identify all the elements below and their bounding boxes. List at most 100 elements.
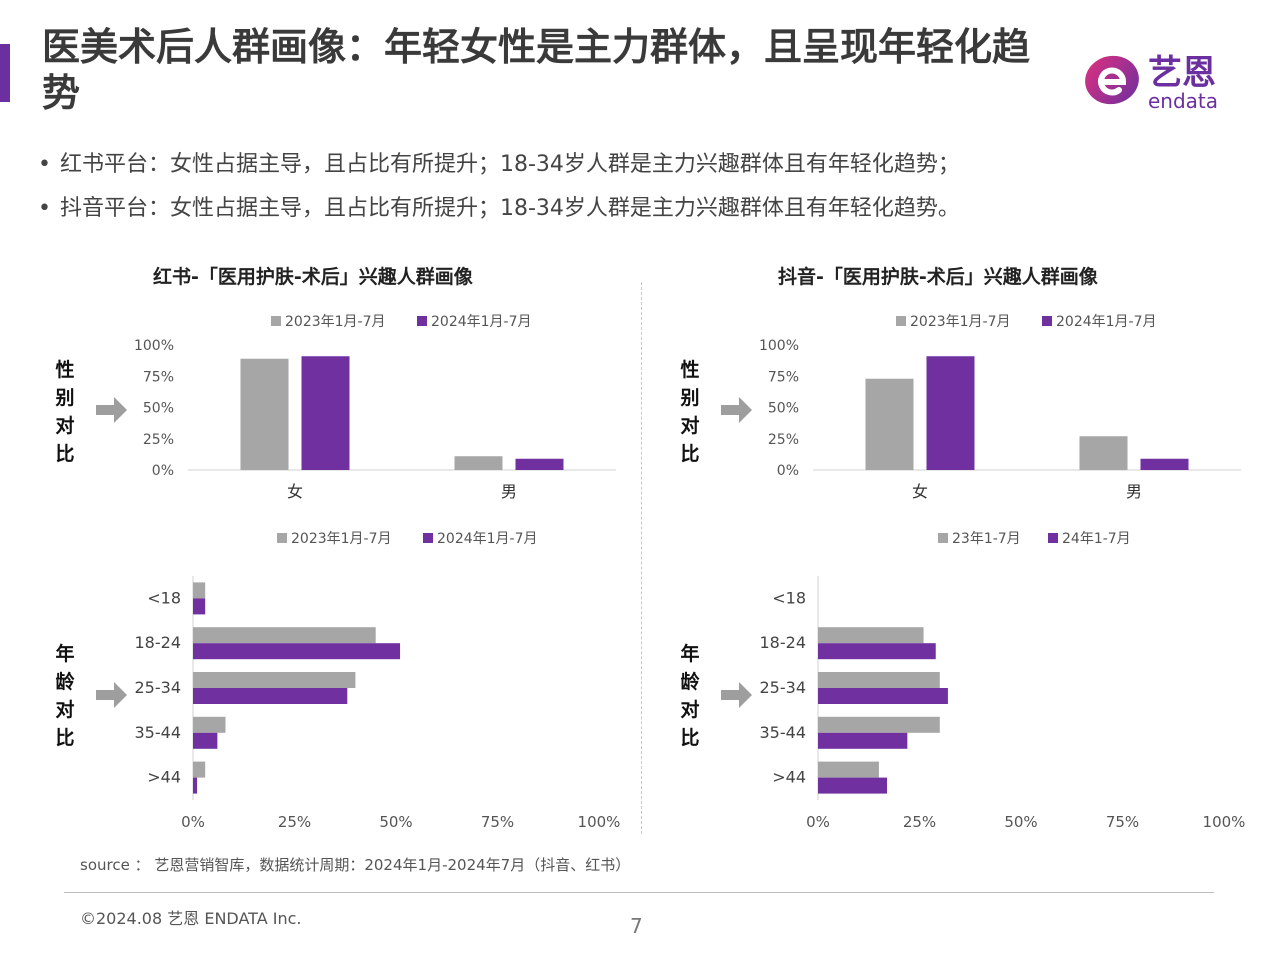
legend-label: 23年1-7月 <box>952 531 1021 547</box>
y-tick-label: 75% <box>768 369 799 385</box>
bar <box>193 688 348 704</box>
copyright: ©2024.08 艺恩 ENDATA Inc. <box>80 909 302 928</box>
douyin-age-bar-chart: 23年1-7月 24年1-7月 <18 18-24 25-34 35-44 >44 0% 25%… <box>760 531 1246 831</box>
legend-label: 2023年1月-7月 <box>291 531 392 547</box>
section-label-text: 性别对比 <box>55 359 75 465</box>
logo-subtext: endata <box>1148 89 1218 113</box>
y-tick-label: <18 <box>147 588 181 607</box>
y-tick-label: 25-34 <box>760 678 807 697</box>
age-section-label: 年龄对比 <box>678 640 702 752</box>
bar <box>818 688 948 704</box>
bar <box>1140 458 1189 470</box>
bar <box>818 716 940 733</box>
source-note: source ： 艺恩营销智库，数据统计周期：2024年1月-2024年7月（抖… <box>80 856 631 874</box>
bar <box>818 672 940 688</box>
y-tick-label: >44 <box>147 768 181 787</box>
y-tick-label: 25% <box>143 432 174 448</box>
x-tick-label: 女 <box>287 482 303 501</box>
x-tick-label: 0% <box>181 813 205 831</box>
x-tick-label: 100% <box>1203 813 1246 831</box>
bar <box>193 672 356 688</box>
bar <box>926 356 975 470</box>
bar <box>301 356 350 470</box>
x-tick-label: 50% <box>1004 813 1037 831</box>
bar <box>193 582 206 599</box>
bullet-item: • 红书平台：女性占据主导，且占比有所提升；18-34岁人群是主力兴趣群体且有年轻… <box>38 152 960 177</box>
gender-section-label: 性别对比 <box>53 356 77 468</box>
bar <box>865 378 914 470</box>
gender-section-label: 性别对比 <box>678 356 702 468</box>
bar <box>818 732 908 749</box>
bar <box>515 458 564 470</box>
logo-text: 艺恩 <box>1148 53 1216 93</box>
y-tick-label: 18-24 <box>135 633 182 652</box>
legend-label: 24年1-7月 <box>1062 531 1131 547</box>
x-tick-label: 75% <box>1106 813 1139 831</box>
summary-bullets: • 红书平台：女性占据主导，且占比有所提升；18-34岁人群是主力兴趣群体且有年轻… <box>38 150 1218 238</box>
bullet-item: • 抖音平台：女性占据主导，且占比有所提升；18-34岁人群是主力兴趣群体且有年轻… <box>38 196 960 221</box>
arrow-right-icon <box>721 682 752 708</box>
panel-title-redbook: 红书-「医用护肤-术后」兴趣人群画像 <box>153 266 473 288</box>
y-tick-label: 100% <box>134 338 174 354</box>
panel-divider <box>641 282 642 834</box>
endata-logo: 艺恩 endata <box>1084 50 1234 114</box>
y-tick-label: 25-34 <box>135 678 182 697</box>
y-tick-label: 0% <box>777 463 799 479</box>
bar <box>240 358 289 470</box>
x-tick-label: 女 <box>912 482 928 501</box>
legend-swatch <box>1042 316 1052 326</box>
x-tick-label: 男 <box>1126 482 1142 501</box>
page-number: 7 <box>630 914 643 938</box>
page-title: 医美术后人群画像：年轻女性是主力群体，且呈现年轻化趋势 <box>42 25 1031 115</box>
arrow-right-icon <box>721 397 752 423</box>
legend-label: 2023年1月-7月 <box>285 314 386 330</box>
legend-label: 2024年1月-7月 <box>431 314 532 330</box>
y-tick-label: >44 <box>772 768 806 787</box>
x-tick-label: 0% <box>806 813 830 831</box>
bar <box>193 732 218 749</box>
y-tick-label: 50% <box>768 401 799 417</box>
x-tick-label: 男 <box>501 482 517 501</box>
y-tick-label: 25% <box>768 432 799 448</box>
y-tick-label: 0% <box>152 463 174 479</box>
bar <box>193 716 226 733</box>
x-tick-label: 25% <box>278 813 311 831</box>
legend-label: 2023年1月-7月 <box>910 314 1011 330</box>
panel-title-douyin: 抖音-「医用护肤-术后」兴趣人群画像 <box>778 266 1098 288</box>
section-label-text: 年龄对比 <box>55 643 75 749</box>
bullet-text: 抖音平台：女性占据主导，且占比有所提升；18-34岁人群是主力兴趣群体且有年轻化… <box>60 196 960 221</box>
legend-swatch <box>938 533 948 543</box>
endata-e-icon: 艺恩 endata <box>1085 53 1218 113</box>
section-label-text: 性别对比 <box>680 359 700 465</box>
arrow-right-icon <box>96 682 127 708</box>
x-tick-label: 75% <box>481 813 514 831</box>
x-tick-label: 25% <box>903 813 936 831</box>
section-label-text: 年龄对比 <box>680 643 700 749</box>
bar <box>193 761 206 778</box>
legend-swatch <box>423 533 433 543</box>
age-section-label: 年龄对比 <box>53 640 77 752</box>
legend-swatch <box>271 316 281 326</box>
legend-label: 2024年1月-7月 <box>1056 314 1157 330</box>
y-tick-label: 100% <box>759 338 799 354</box>
legend-swatch <box>277 533 287 543</box>
y-tick-label: <18 <box>772 588 806 607</box>
y-tick-label: 35-44 <box>760 723 807 742</box>
y-tick-label: 50% <box>143 401 174 417</box>
bar <box>193 627 376 644</box>
bar <box>454 456 503 470</box>
bar <box>193 777 198 794</box>
bar <box>818 761 879 778</box>
y-tick-label: 18-24 <box>760 633 807 652</box>
y-tick-label: 35-44 <box>135 723 182 742</box>
y-tick-label: 75% <box>143 369 174 385</box>
bar <box>193 598 206 615</box>
redbook-age-bar-chart: 2023年1月-7月 2024年1月-7月 <18 18-24 25-34 35-44 >4… <box>135 531 621 831</box>
bar <box>818 627 924 644</box>
footer-divider <box>64 892 1214 893</box>
x-tick-label: 100% <box>578 813 621 831</box>
redbook-gender-bar-chart: 2023年1月-7月 2024年1月-7月 0% 25% 50% 75% 100% 女 男 <box>134 314 616 501</box>
douyin-gender-bar-chart: 2023年1月-7月 2024年1月-7月 0% 25% 50% 75% 100% 女 男 <box>759 314 1241 501</box>
bar <box>818 777 888 794</box>
arrow-right-icon <box>96 397 127 423</box>
